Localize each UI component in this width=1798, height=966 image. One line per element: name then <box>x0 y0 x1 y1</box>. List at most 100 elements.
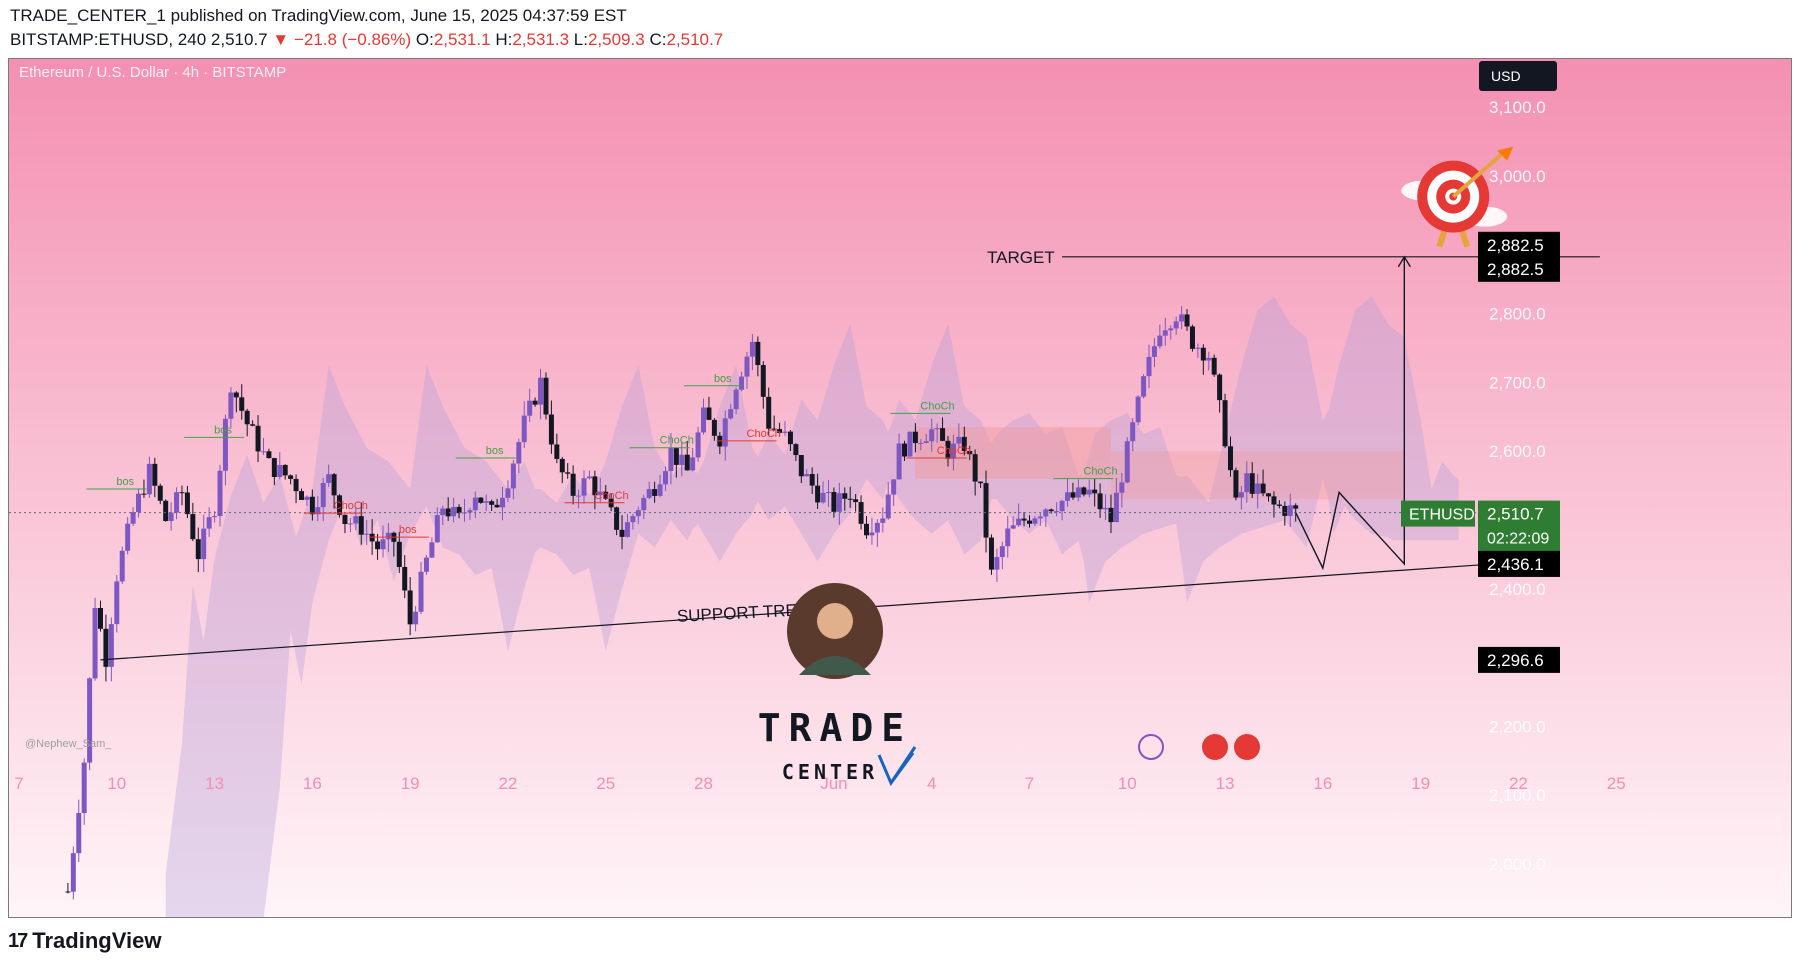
candle-body <box>168 512 174 521</box>
currency-box[interactable] <box>1479 61 1557 91</box>
candle-body <box>136 493 142 513</box>
candle <box>184 485 190 519</box>
candle-body <box>1141 376 1147 397</box>
candle <box>809 467 815 494</box>
candle-body <box>1260 483 1266 494</box>
candle-body <box>1070 492 1076 498</box>
arrow-shaft <box>1451 153 1503 199</box>
candle <box>842 487 848 511</box>
candle-body <box>103 628 109 667</box>
candle-body <box>141 493 147 495</box>
candle <box>250 420 256 427</box>
candle <box>1092 478 1098 507</box>
candle-body <box>478 497 484 503</box>
candle <box>831 487 837 518</box>
candle-body <box>701 407 707 433</box>
candle <box>554 433 560 464</box>
candle <box>1135 395 1141 426</box>
price-chart[interactable]: bos bos bos bos bos ChoCh ChoCh ChoCh ChoCh ChoCh… <box>9 59 1792 918</box>
candle <box>532 397 538 407</box>
candle <box>923 433 929 444</box>
candle <box>1244 461 1250 503</box>
candle <box>402 555 408 599</box>
candle-body <box>581 478 587 496</box>
candle <box>614 506 620 536</box>
price-label-2: 2,510.7 02:22:09 ETHUSD <box>1401 500 1560 553</box>
candle-body <box>847 498 853 500</box>
candle <box>228 387 234 428</box>
tradingview-logo[interactable]: 17 TradingView <box>8 928 161 954</box>
candle <box>869 517 875 545</box>
candle-body <box>1206 357 1212 361</box>
chart-background <box>9 59 1791 917</box>
structure-label-6: ChoCh <box>594 490 628 502</box>
candle <box>179 485 185 506</box>
candle <box>413 606 419 632</box>
candle-body <box>836 493 842 512</box>
candle <box>1026 515 1032 528</box>
candle-body <box>940 428 946 441</box>
candle <box>804 469 810 477</box>
structure-label-2: bos <box>486 445 504 457</box>
candle-body <box>309 496 315 515</box>
candle <box>918 439 924 451</box>
candle-body <box>777 429 783 433</box>
close-value: 2,510.7 <box>666 30 724 49</box>
candle-body <box>722 418 728 447</box>
candle <box>695 426 701 462</box>
price-label-1: 2,882.5 <box>1478 255 1560 282</box>
candle-body <box>1021 518 1027 521</box>
us-flag-icon[interactable] <box>1202 734 1228 760</box>
candle-body <box>195 539 201 560</box>
structure-label-9: ChoCh <box>920 400 954 412</box>
lightning-icon[interactable] <box>1138 734 1164 760</box>
candle-body <box>1086 489 1092 495</box>
candle-body <box>624 522 630 537</box>
price-label-box <box>1478 500 1560 553</box>
candle-body <box>1179 314 1185 322</box>
currency-selector[interactable]: USD <box>1479 61 1557 91</box>
candle-body <box>641 497 647 511</box>
structure-label-8: ChoCh <box>747 428 781 440</box>
candle-body <box>1222 400 1228 447</box>
ticker-label: ETHUSD <box>1409 507 1475 524</box>
candle <box>902 440 908 461</box>
us-flag-icon[interactable] <box>1234 734 1260 760</box>
candle <box>293 474 299 504</box>
candle <box>1016 503 1022 528</box>
candle-body <box>489 501 495 505</box>
candle <box>1222 393 1228 449</box>
candle-body <box>114 581 120 625</box>
candle-body <box>538 377 544 405</box>
candle-body <box>233 392 239 398</box>
candle-body <box>212 516 218 518</box>
candle <box>858 495 864 530</box>
candle-body <box>206 517 212 529</box>
candle <box>619 515 625 550</box>
candle <box>864 515 869 539</box>
candle <box>483 494 489 512</box>
candle-body <box>255 425 261 452</box>
candle <box>152 457 158 498</box>
candle-body <box>1151 346 1157 357</box>
candle <box>1021 511 1027 527</box>
candle-body <box>1195 347 1201 349</box>
price-label-0: 2,882.5 <box>1478 231 1560 258</box>
candle <box>1086 479 1092 498</box>
watermark: @Nephew_Sam_ <box>25 738 112 750</box>
avatar <box>787 583 883 679</box>
chart-area[interactable]: bos bos bos bos bos ChoCh ChoCh ChoCh ChoCh ChoCh… <box>8 58 1792 918</box>
candle-body <box>1282 505 1288 516</box>
candle-body <box>1059 500 1065 512</box>
candle <box>1179 306 1185 330</box>
candle-body <box>1124 441 1130 483</box>
candle <box>1276 500 1282 509</box>
candle <box>929 418 935 452</box>
candle <box>825 479 831 507</box>
candle-body <box>1032 518 1038 524</box>
candle-body <box>304 496 310 500</box>
price-label-3: 2,436.1 <box>1478 550 1560 577</box>
candle-body <box>347 523 353 525</box>
structure-label-4: bos <box>399 524 417 536</box>
structure-label-10: ChoCh <box>937 445 971 457</box>
